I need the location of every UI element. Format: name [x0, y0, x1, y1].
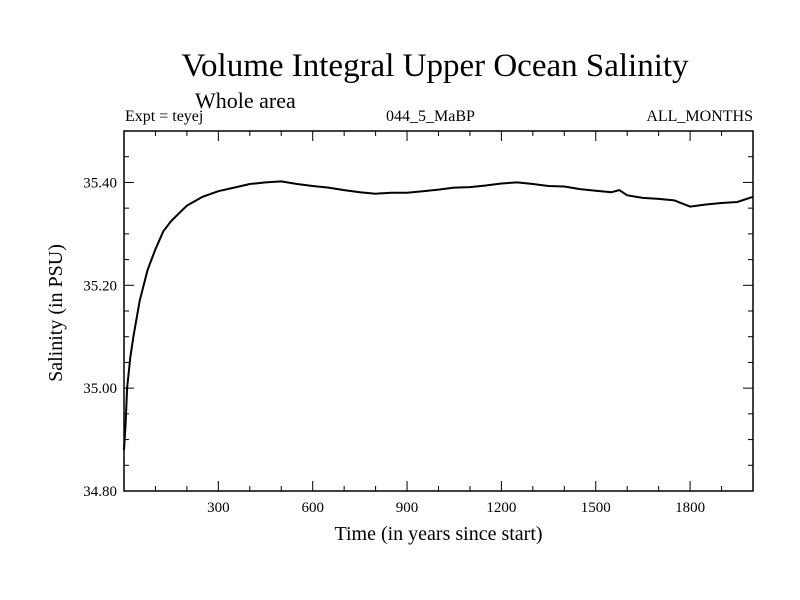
chart-title: Volume Integral Upper Ocean Salinity: [181, 48, 689, 84]
experiment-label: Expt = teyej: [125, 108, 204, 125]
y-axis-label: Salinity (in PSU): [45, 244, 67, 382]
x-tick-label: 1200: [486, 500, 516, 516]
x-tick-label: 1800: [675, 500, 705, 516]
x-axis-label: Time (in years since start): [334, 523, 542, 545]
run-id-label: 044_5_MaBP: [386, 108, 475, 125]
x-tick-label: 900: [396, 500, 419, 516]
plot-area: 300 600 900 1200 1500 1800 34.80 35.00 35.20 35.4…: [45, 130, 754, 545]
y-tick-label: 35.20: [83, 278, 117, 294]
plot-frame: [123, 130, 754, 492]
y-tick-label: 34.80: [83, 484, 117, 500]
salinity-series-line: [123, 180, 754, 450]
months-label: ALL_MONTHS: [646, 108, 753, 125]
y-tick-label: 35.40: [83, 175, 117, 191]
chart-subtitle: Whole area: [195, 88, 296, 113]
y-tick-label: 35.00: [83, 381, 117, 397]
x-tick-label: 1500: [581, 500, 611, 516]
x-tick-label: 300: [207, 500, 230, 516]
x-tick-label: 600: [301, 500, 324, 516]
